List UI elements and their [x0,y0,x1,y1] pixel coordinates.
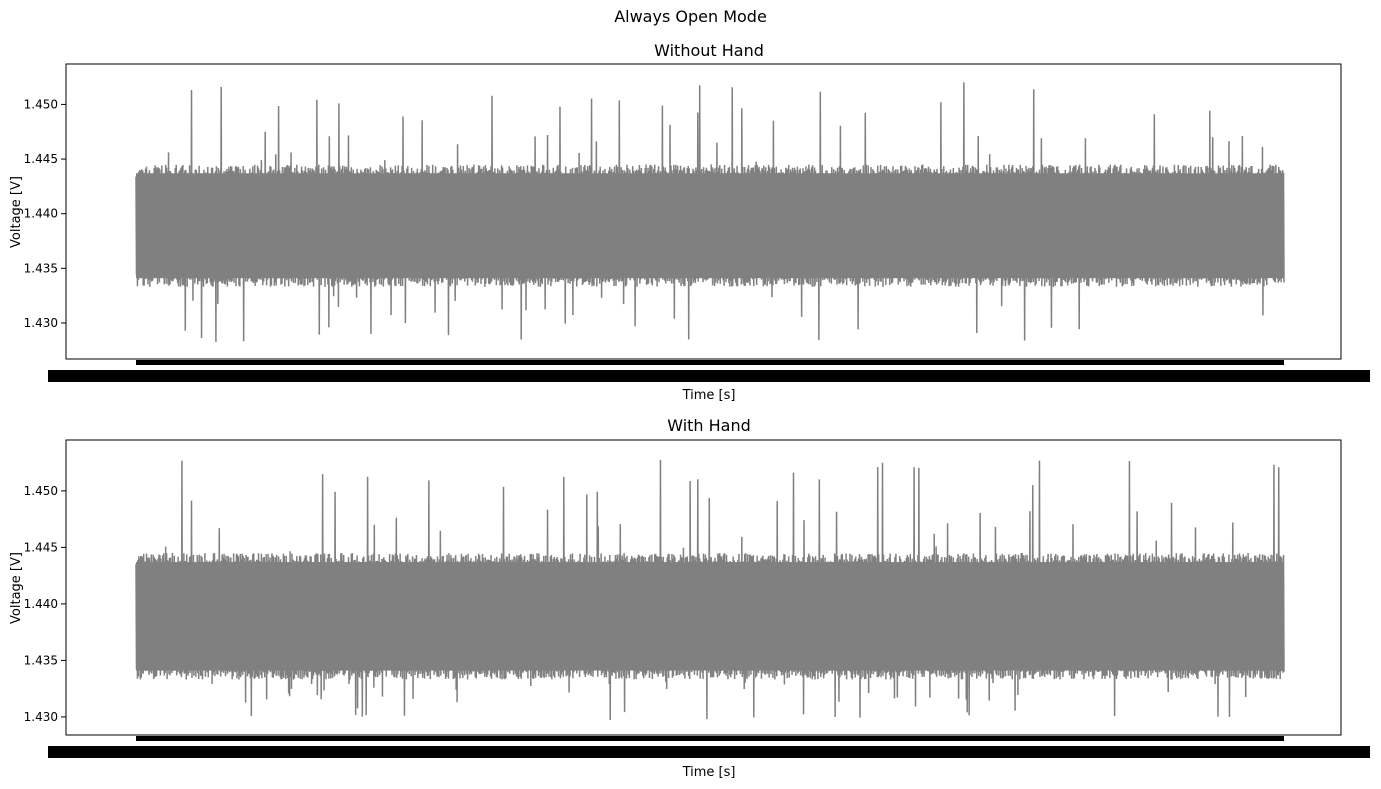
y-tick-label: 1.435 [24,653,58,667]
axes-frame [65,63,1342,360]
subplot-without-hand: Without Hand 1.430 1.435 1.440 1.445 1.450 T… [9,41,1370,403]
y-tick-label: 1.450 [24,97,58,111]
y-tick-label: 1.435 [24,261,58,275]
y-tick-label: 1.450 [24,484,58,498]
plot-area [135,82,1285,342]
axes-frame [65,439,1342,736]
series-band [136,562,1284,671]
x-tick-marks [136,736,1284,741]
plot-area [135,459,1285,720]
figure-suptitle: Always Open Mode [614,7,767,26]
subplot-title: Without Hand [654,41,764,60]
subplot-title: With Hand [667,416,751,435]
y-tick-label: 1.445 [24,152,58,166]
x-axis [48,736,1370,758]
subplot-with-hand: With Hand 1.430 1.435 1.440 1.445 1.450 Time… [9,416,1370,780]
x-tick-marks [136,360,1284,365]
series-band [136,173,1284,279]
x-tick-labels [48,746,1370,758]
x-axis-label: Time [s] [682,388,736,403]
x-tick-labels [48,370,1370,382]
y-axis: 1.430 1.435 1.440 1.445 1.450 [24,484,66,724]
x-axis-label: Time [s] [682,765,736,780]
y-tick-label: 1.445 [24,540,58,554]
y-tick-label: 1.430 [24,316,58,330]
y-tick-label: 1.440 [24,207,58,221]
y-axis: 1.430 1.435 1.440 1.445 1.450 [24,97,66,330]
x-axis [48,360,1370,382]
y-tick-label: 1.430 [24,710,58,724]
y-axis-label: Voltage [V] [9,552,24,624]
y-tick-label: 1.440 [24,597,58,611]
y-axis-label: Voltage [V] [9,176,24,248]
